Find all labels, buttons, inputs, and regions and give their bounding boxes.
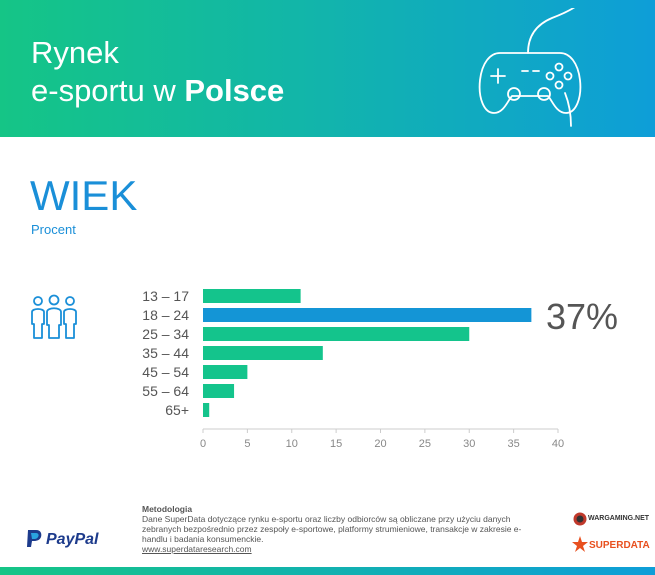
methodology-note: Metodologia Dane SuperData dotyczące ryn… xyxy=(142,504,522,554)
x-tick-label: 15 xyxy=(330,438,342,450)
x-tick-label: 10 xyxy=(286,438,298,450)
title-line-1: Rynek xyxy=(31,35,119,70)
section-title: WIEK xyxy=(30,172,138,219)
methodology-title: Metodologia xyxy=(142,504,193,514)
superdata-logo-text: SUPERDATA xyxy=(589,540,650,551)
title-prefix: e-sportu w xyxy=(31,73,185,108)
x-tick-label: 20 xyxy=(374,438,386,450)
category-label: 18 – 24 xyxy=(142,307,189,323)
wargaming-logo-icon xyxy=(573,512,587,526)
paypal-logo-text: PayPal xyxy=(46,531,99,548)
category-label: 45 – 54 xyxy=(142,364,189,380)
bar xyxy=(203,403,210,417)
category-label: 65+ xyxy=(165,402,189,418)
title-line-2: e-sportu w Polsce xyxy=(31,72,284,110)
section-subtitle: Procent xyxy=(31,222,76,237)
people-group-icon xyxy=(31,294,77,339)
bar xyxy=(203,327,470,341)
x-tick-label: 5 xyxy=(244,438,250,450)
bar xyxy=(203,384,235,398)
age-bar-chart: 13 – 17 18 – 24 25 – 34 35 – 44 45 – 54 55 – … xyxy=(142,288,564,450)
superdata-star-icon xyxy=(572,536,588,552)
category-label: 55 – 64 xyxy=(142,383,189,399)
title-bold: Polsce xyxy=(184,73,285,108)
footer-bar xyxy=(0,567,655,575)
x-tick-label: 0 xyxy=(200,438,206,450)
header-banner: Rynek e-sportu w Polsce xyxy=(0,0,655,137)
highlight-value-label: 37% xyxy=(546,296,619,337)
page-title: Rynek e-sportu w Polsce xyxy=(31,34,284,110)
x-tick-label: 40 xyxy=(552,438,564,450)
methodology-link[interactable]: www.superdataresearch.com xyxy=(142,544,252,554)
bar xyxy=(203,365,248,379)
category-label: 25 – 34 xyxy=(142,326,189,342)
category-label: 13 – 17 xyxy=(142,288,189,304)
x-tick-label: 25 xyxy=(419,438,431,450)
x-tick-label: 35 xyxy=(508,438,520,450)
x-tick-label: 30 xyxy=(463,438,475,450)
bar xyxy=(203,346,323,360)
wargaming-logo-text: WARGAMING.NET xyxy=(588,515,650,522)
category-label: 35 – 44 xyxy=(142,345,189,361)
bar xyxy=(203,289,301,303)
gamepad-icon xyxy=(478,8,582,127)
methodology-text: Dane SuperData dotyczące rynku e-sportu … xyxy=(142,514,522,544)
bar xyxy=(203,308,532,322)
paypal-logo-icon xyxy=(27,530,42,547)
